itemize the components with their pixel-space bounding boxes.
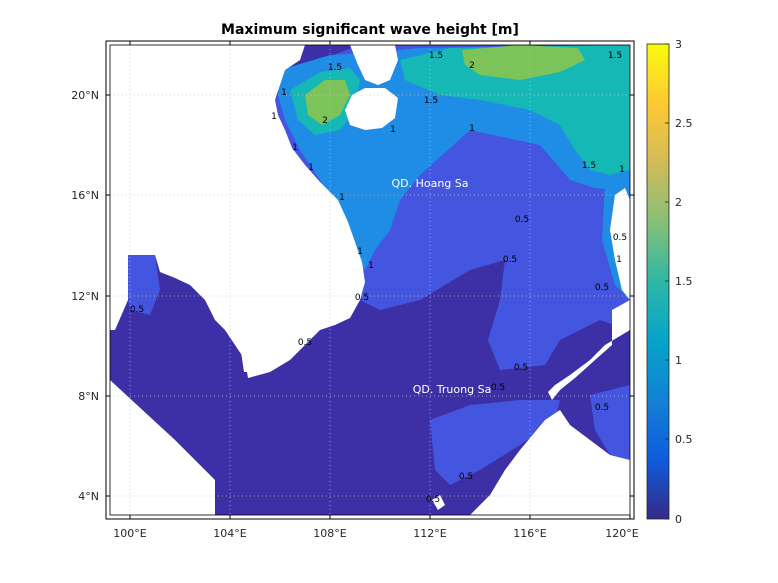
grid-lines: [110, 45, 631, 515]
x-tick-label: 112°E: [413, 527, 446, 540]
land-mekong-delta: [240, 338, 255, 372]
colorbar-tick-label: 1.5: [675, 275, 693, 288]
x-tick-label: 116°E: [513, 527, 546, 540]
contour-label: 1.5: [328, 63, 342, 73]
contour-label: 1: [339, 193, 345, 203]
map-frame-inner: [109, 44, 631, 516]
y-tick-label: 8°N: [78, 390, 99, 403]
x-tick-marks: [129, 41, 631, 519]
x-tick-label: 104°E: [213, 527, 246, 540]
contour-label: 1: [292, 143, 298, 153]
contour-label: 0.5: [613, 233, 627, 243]
colorbar-tick-label: 0: [675, 513, 682, 526]
contour-label: 1: [281, 88, 287, 98]
sea-level-1.5: [400, 45, 630, 175]
y-tick-label: 4°N: [78, 490, 99, 503]
contour-label: 1.5: [582, 161, 596, 171]
sea-level-2-west: [305, 80, 350, 125]
contour-label: 0.5: [491, 383, 505, 393]
colorbar-tick-label: 0.5: [675, 433, 693, 446]
y-tick-marks: [106, 94, 634, 497]
map-frame-outer: [105, 40, 635, 520]
y-tick-label: 20°N: [71, 89, 99, 102]
contour-labels: 1.5 1.5 1.5 2 2 1.5 1 1 1 1 1 1 1 1.5 1 …: [130, 51, 627, 505]
x-tick-label: 120°E: [605, 527, 638, 540]
contour-label: 0.5: [515, 215, 529, 225]
x-tick-label: 100°E: [113, 527, 146, 540]
sea-level-0.5-south: [430, 400, 560, 485]
colorbar: 3 2.5 2 1.5 1 0.5 0: [646, 38, 693, 526]
contour-label: 0.5: [595, 403, 609, 413]
contour-label: 0.5: [459, 472, 473, 482]
land-hainan: [345, 88, 398, 130]
sea-level-0.5-southeast: [590, 385, 630, 460]
contour-label: 1: [469, 124, 475, 134]
contour-label: 0.5: [503, 255, 517, 265]
colorbar-tick-label: 3: [675, 38, 682, 51]
land-leizhou: [350, 45, 398, 85]
map-axes: 100°E 104°E 108°E 112°E 116°E 120°E 20°N…: [71, 40, 639, 540]
colorbar-scale: [646, 43, 670, 520]
contour-label: 2: [322, 116, 328, 126]
colorbar-tick-label: 2: [675, 196, 682, 209]
sea-level-2: [462, 45, 585, 80]
land-palawan: [548, 300, 630, 400]
contour-label: 1: [357, 247, 363, 257]
land-malay-east: [432, 495, 445, 510]
contour-label: 0.5: [355, 293, 369, 303]
place-label-truong-sa: QD. Truong Sa: [413, 383, 492, 396]
x-tick-label: 108°E: [313, 527, 346, 540]
contour-label: 1: [308, 163, 314, 173]
land-sumatra-east: [110, 380, 215, 515]
colorbar-tick-label: 1: [675, 354, 682, 367]
contour-label: 0.5: [130, 305, 144, 315]
land-borneo: [470, 410, 630, 515]
contour-label: 1: [619, 165, 625, 175]
land-mainland-asia: [110, 45, 365, 378]
place-label-hoang-sa: QD. Hoang Sa: [391, 177, 468, 190]
contour-label: 1: [271, 112, 277, 122]
contour-label: 1: [368, 261, 374, 271]
contour-label: 0.5: [595, 283, 609, 293]
contour-label: 1: [390, 125, 396, 135]
land-luzon: [610, 188, 630, 300]
contour-label: 0.5: [298, 338, 312, 348]
colorbar-tick-label: 2.5: [675, 117, 693, 130]
y-tick-label: 16°N: [71, 189, 99, 202]
contour-label: 1.5: [429, 51, 443, 61]
contour-label: 0.5: [426, 495, 440, 505]
contour-label: 1.5: [608, 51, 622, 61]
y-tick-label: 12°N: [71, 290, 99, 303]
contour-label: 1.5: [424, 96, 438, 106]
figure-title: Maximum significant wave height [m]: [221, 22, 519, 38]
sea-level-0.5-west: [126, 255, 160, 315]
contour-label: 2: [469, 61, 475, 71]
contour-label: 0.5: [514, 363, 528, 373]
contour-label: 1: [616, 255, 622, 265]
